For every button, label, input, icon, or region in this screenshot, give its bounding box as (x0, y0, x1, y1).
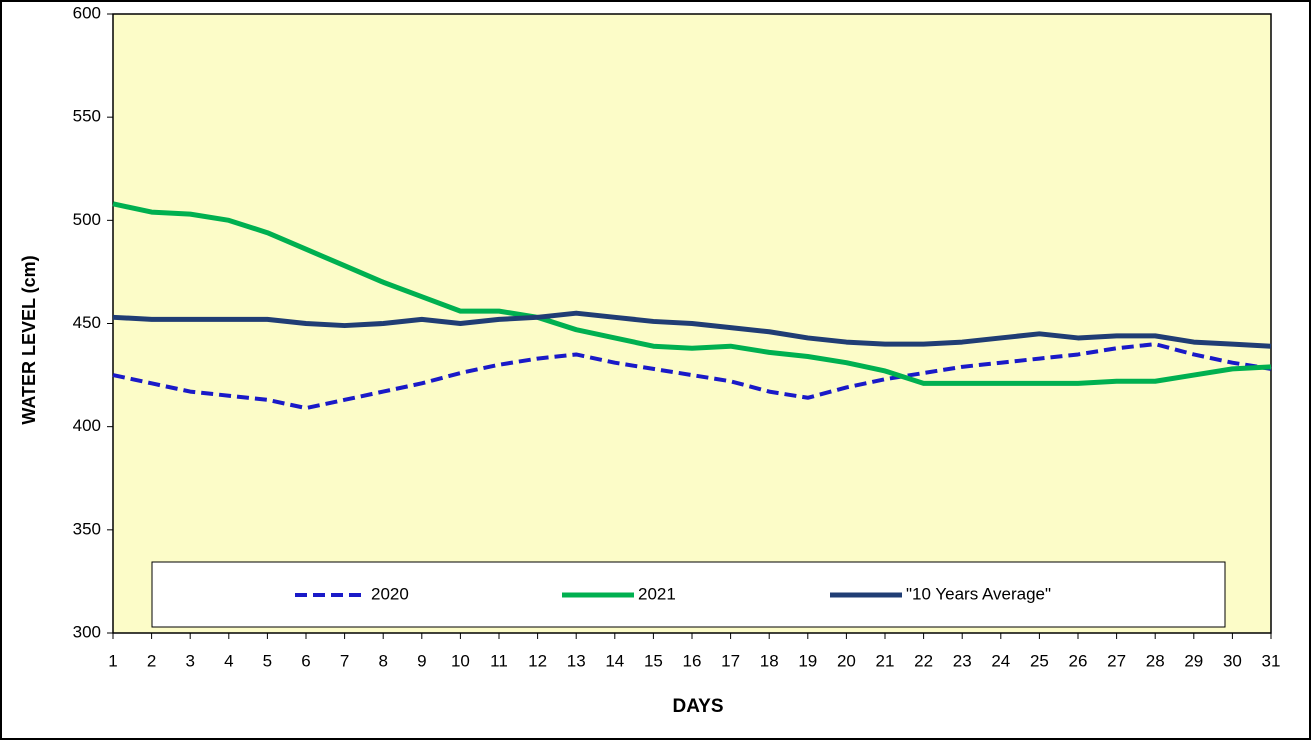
x-tick-label: 24 (991, 651, 1010, 670)
x-tick-label: 19 (798, 651, 817, 670)
lines (112, 201, 1272, 411)
legend-label: 2021 (638, 584, 676, 603)
y-axis-title: WATER LEVEL (cm) (19, 255, 39, 424)
y-tick-label: 550 (73, 107, 101, 126)
data-line (112, 201, 1272, 386)
x-tick-label: 23 (953, 651, 972, 670)
x-tick-label: 17 (721, 651, 740, 670)
x-tick-label: 14 (605, 651, 624, 670)
x-tick-label: 18 (760, 651, 779, 670)
x-tick-label: 15 (644, 651, 663, 670)
data-line (112, 342, 1272, 411)
x-tick-label: 21 (876, 651, 895, 670)
legend-label: 2020 (371, 584, 409, 603)
y-tick-label: 600 (73, 3, 101, 22)
x-tick-label: 1 (108, 651, 117, 670)
x-tick-label: 3 (185, 651, 194, 670)
x-tick-label: 25 (1030, 651, 1049, 670)
x-tick-label: 9 (417, 651, 426, 670)
x-tick-label: 27 (1107, 651, 1126, 670)
x-axis-title: DAYS (672, 696, 723, 717)
x-tick-label: 12 (528, 651, 547, 670)
y-tick-label: 500 (73, 210, 101, 229)
x-tick-label: 16 (683, 651, 702, 670)
x-tick-label: 2 (147, 651, 156, 670)
x-tick-label: 28 (1146, 651, 1165, 670)
x-tick-label: 8 (378, 651, 387, 670)
x-tick-label: 20 (837, 651, 856, 670)
y-tick-label: 450 (73, 313, 101, 332)
x-tick-label: 6 (301, 651, 310, 670)
legend (151, 561, 1226, 628)
x-tick-label: 11 (490, 651, 508, 670)
y-tick-label: 300 (73, 622, 101, 641)
x-tick-label: 4 (224, 651, 233, 670)
x-tick-label: 22 (914, 651, 933, 670)
y-tick-label: 400 (73, 416, 101, 435)
x-tick-label: 5 (263, 651, 272, 670)
x-tick-label: 26 (1069, 651, 1088, 670)
x-tick-label: 7 (340, 651, 349, 670)
x-tick-label: 29 (1184, 651, 1203, 670)
x-tick-label: 10 (451, 651, 470, 670)
x-tick-label: 31 (1262, 651, 1281, 670)
x-tick-label: 13 (567, 651, 586, 670)
data-line (112, 310, 1272, 349)
y-tick-label: 350 (73, 519, 101, 538)
legend-label: "10 Years Average" (906, 584, 1051, 603)
x-tick-label: 30 (1223, 651, 1242, 670)
